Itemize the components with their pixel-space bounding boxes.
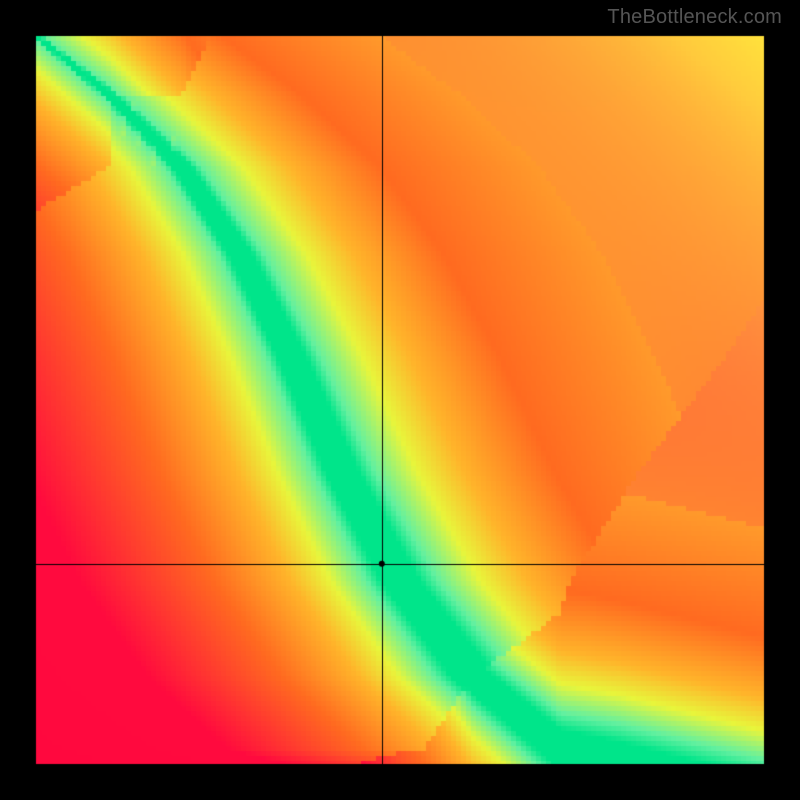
attribution-label: TheBottleneck.com — [607, 6, 782, 29]
bottleneck-heatmap-canvas — [0, 0, 800, 800]
